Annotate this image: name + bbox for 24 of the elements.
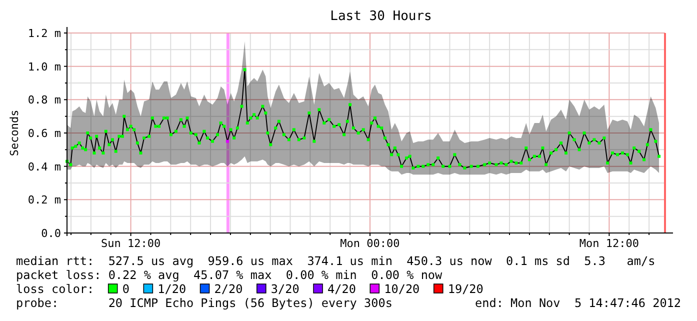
legend-label: 4/20 xyxy=(328,282,356,296)
legend-label: 19/20 xyxy=(448,282,484,296)
legend-label: 3/20 xyxy=(270,282,300,296)
text: median rtt: 527.5 us avg 959.6 us max 374.1 us min 450.3 us now 0.1 ms sd 5.3 am/s xyxy=(16,254,656,268)
y-tick-label: 1.0 m xyxy=(28,60,62,74)
legend-label: 10/20 xyxy=(384,282,420,296)
legend-label: 2/20 xyxy=(214,282,243,296)
y-tick-label: 1.2 m xyxy=(28,27,62,40)
legend-label: 1/20 xyxy=(158,282,186,296)
x-tick-label: Mon 00:00 xyxy=(340,237,400,250)
y-tick-label: 0.0 xyxy=(41,227,61,240)
text: packet loss: 0.22 % avg 45.07 % max 0.00 % min 0.00 % now xyxy=(16,268,444,282)
y-axis-title: Seconds xyxy=(8,110,21,156)
y-tick-label: 0.2 m xyxy=(28,194,62,207)
y-tick-label: 0.6 m xyxy=(28,127,62,140)
x-tick-label: Sun 12:00 xyxy=(100,237,161,250)
y-tick-label: 0.8 m xyxy=(28,94,62,107)
chart-title: Last 30 Hours xyxy=(330,9,432,24)
y-tick-label: 0.4 m xyxy=(28,160,62,174)
text: probe: 20 ICMP Echo Pings (56 Bytes) every 300s xyxy=(16,296,392,310)
text: end: Mon Nov 5 14:47:46 2012 xyxy=(475,296,681,310)
legend-label: 0 xyxy=(122,282,130,296)
legend-title: loss color: xyxy=(16,282,94,296)
x-tick-label: Mon 12:00 xyxy=(579,237,639,250)
